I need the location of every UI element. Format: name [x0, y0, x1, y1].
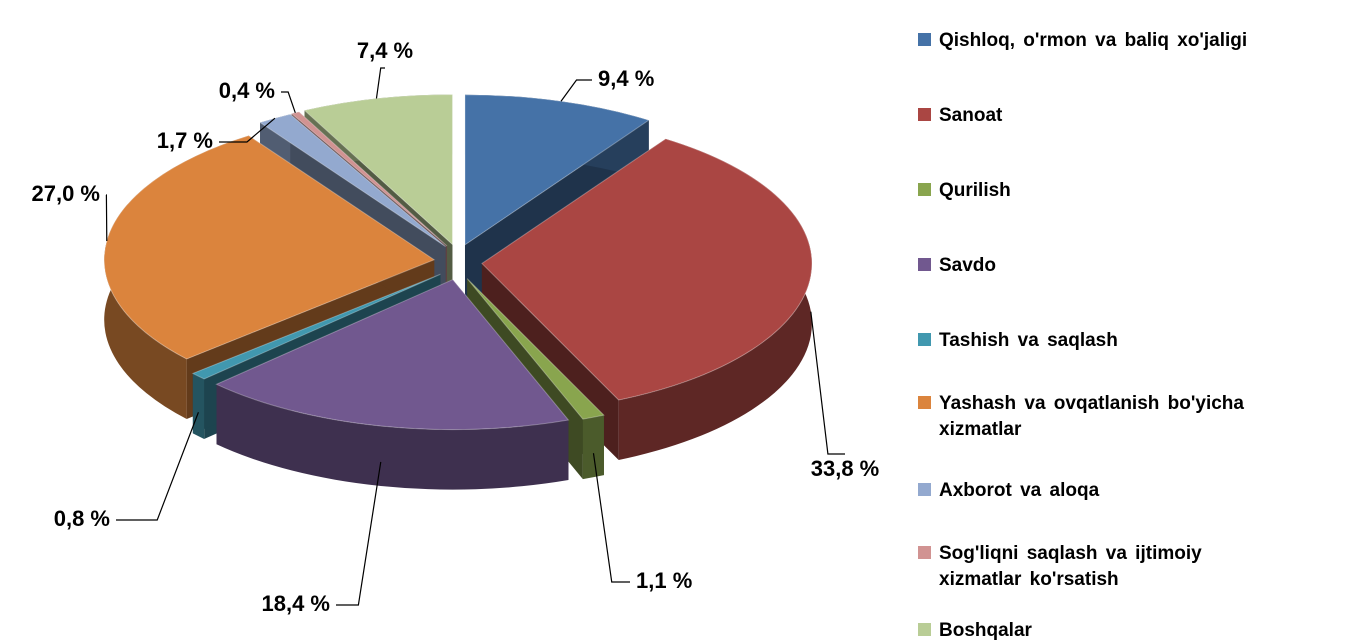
leader-line: [560, 79, 592, 102]
legend-swatch: [918, 108, 931, 121]
slice: [464, 94, 650, 246]
legend-item: Axborot va aloqa: [918, 478, 1348, 504]
data-label: 0,8 %: [54, 506, 110, 531]
slice: [303, 93, 453, 246]
slice: [191, 273, 441, 380]
legend-label: Savdo: [939, 255, 997, 276]
slice: [215, 278, 570, 431]
legend-label: Yashash va ovqatlanish bo'yicha xizmatla…: [939, 393, 1244, 440]
data-label: 33,8 %: [811, 456, 880, 481]
data-label: 18,4 %: [262, 591, 331, 616]
legend-swatch: [918, 396, 931, 409]
legend-label: Boshqalar: [939, 620, 1032, 641]
leader-line: [105, 194, 108, 241]
legend-swatch: [918, 258, 931, 271]
slice-outer-side: [216, 384, 569, 490]
legend-label: Sanoat: [939, 105, 1003, 126]
data-label: 1,1 %: [636, 568, 692, 593]
legend-swatch: [918, 333, 931, 346]
legend-label: Qishloq, o'rmon va baliq xo'jaligi: [939, 30, 1248, 51]
slice: [103, 135, 436, 360]
leader-line: [810, 311, 845, 455]
leader-line: [219, 117, 276, 143]
legend-item: Qurilish: [918, 178, 1348, 204]
data-label: 0,4 %: [219, 78, 275, 103]
legend-item: Boshqalar: [918, 618, 1348, 644]
data-label: 7,4 %: [357, 38, 413, 63]
leader-line: [116, 412, 199, 521]
leader-line: [281, 91, 296, 113]
legend-swatch: [918, 33, 931, 46]
legend-item: Tashish va saqlash: [918, 328, 1348, 354]
legend-item: Yashash va ovqatlanish bo'yicha xizmatla…: [918, 391, 1348, 443]
slice: [466, 278, 605, 420]
legend-label: Qurilish: [939, 180, 1011, 201]
data-label: 27,0 %: [32, 181, 101, 206]
legend-label: Sog'liqni saqlash va ijtimoiy xizmatlar …: [939, 543, 1202, 590]
legend-item: Savdo: [918, 253, 1348, 279]
slice: [290, 111, 448, 247]
legend-swatch: [918, 623, 931, 636]
legend-swatch: [918, 183, 931, 196]
slice-outer-side: [192, 373, 205, 439]
legend-swatch: [918, 483, 931, 496]
legend-label: Tashish va saqlash: [939, 330, 1118, 351]
legend-item: Sanoat: [918, 103, 1348, 129]
slice: [481, 138, 813, 401]
legend-label: Axborot va aloqa: [939, 480, 1100, 501]
slice-outer-side: [582, 415, 604, 480]
data-label: 1,7 %: [157, 128, 213, 153]
leader-line: [592, 453, 630, 583]
legend-item: Qishloq, o'rmon va baliq xo'jaligi: [918, 28, 1348, 54]
leader-line: [375, 67, 385, 99]
legend-item: Sog'liqni saqlash va ijtimoiy xizmatlar …: [918, 541, 1348, 593]
data-label: 9,4 %: [598, 66, 654, 91]
chart: 9,4 % 33,8 % 1,1 % 18,4 % 0,8 % 27,0 % 1,7 %0,…: [32, 38, 880, 616]
leader-line: [336, 461, 382, 606]
legend-swatch: [918, 546, 931, 559]
